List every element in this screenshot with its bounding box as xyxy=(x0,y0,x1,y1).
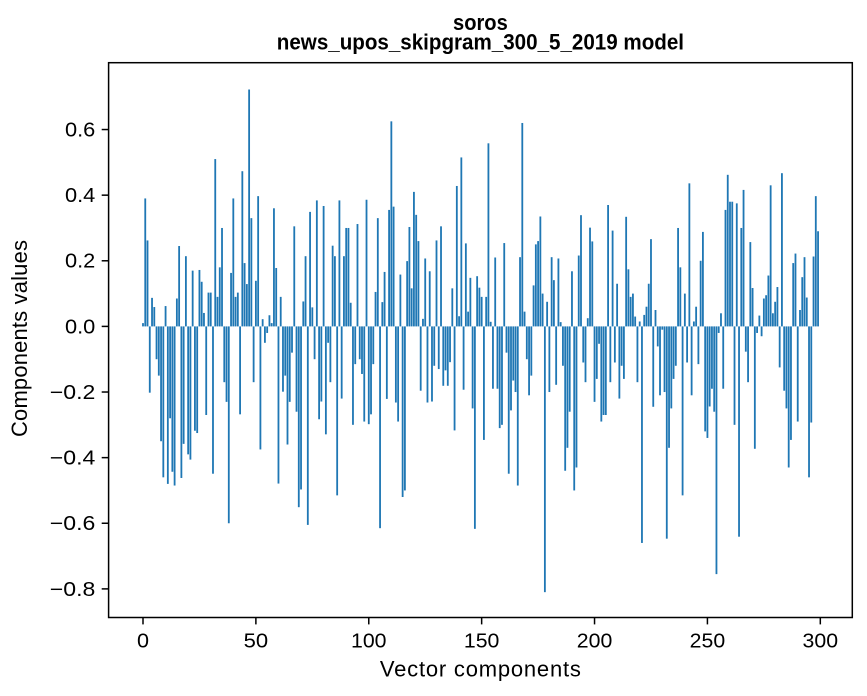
svg-text:0.4: 0.4 xyxy=(65,185,95,207)
svg-text:50: 50 xyxy=(244,630,269,652)
svg-text:150: 150 xyxy=(464,630,500,652)
svg-text:Vector components: Vector components xyxy=(380,656,581,681)
svg-text:−0.2: −0.2 xyxy=(50,382,96,404)
svg-text:0.2: 0.2 xyxy=(65,251,95,273)
svg-text:news_upos_skipgram_300_5_2019: news_upos_skipgram_300_5_2019 model xyxy=(277,30,684,55)
svg-text:300: 300 xyxy=(803,630,839,652)
svg-text:100: 100 xyxy=(351,630,387,652)
svg-text:250: 250 xyxy=(690,630,726,652)
svg-text:0.0: 0.0 xyxy=(65,316,95,338)
svg-text:−0.8: −0.8 xyxy=(50,579,96,601)
svg-text:−0.4: −0.4 xyxy=(50,448,96,470)
svg-text:−0.6: −0.6 xyxy=(50,513,96,535)
svg-text:Components values: Components values xyxy=(7,240,32,437)
svg-text:0: 0 xyxy=(137,630,149,652)
svg-text:0.6: 0.6 xyxy=(65,119,95,141)
svg-text:200: 200 xyxy=(577,630,613,652)
svg-text:soros: soros xyxy=(453,10,508,35)
